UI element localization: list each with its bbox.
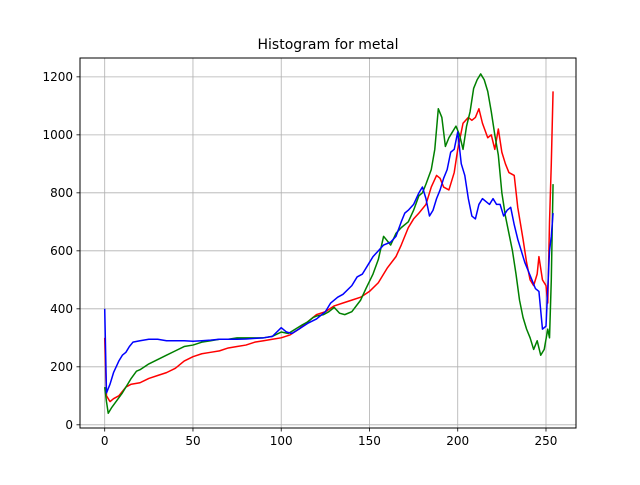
x-tick-label: 200 [446,434,469,448]
x-tick-label: 250 [535,434,558,448]
y-tick-label: 800 [50,186,73,200]
y-tick-label: 1200 [42,70,73,84]
x-tick-label: 0 [101,434,109,448]
y-tick-label: 1000 [42,128,73,142]
grid-lines [80,58,576,428]
series-line-0 [103,91,554,403]
x-tick-label: 50 [185,434,200,448]
x-tick-label: 100 [270,434,293,448]
y-tick-label: 0 [65,418,73,432]
x-tick-label: 150 [358,434,381,448]
y-tick-label: 600 [50,244,73,258]
y-tick-label: 200 [50,360,73,374]
series-layer [103,73,554,414]
plot-frame [79,57,577,429]
y-tick-label: 400 [50,302,73,316]
x-axis: 0 50 100 150 200 250 [101,428,558,448]
series-line-2 [103,131,554,394]
chart-title: Histogram for metal [258,37,399,53]
y-axis: 0 200 400 600 800 1000 1200 [42,70,80,432]
